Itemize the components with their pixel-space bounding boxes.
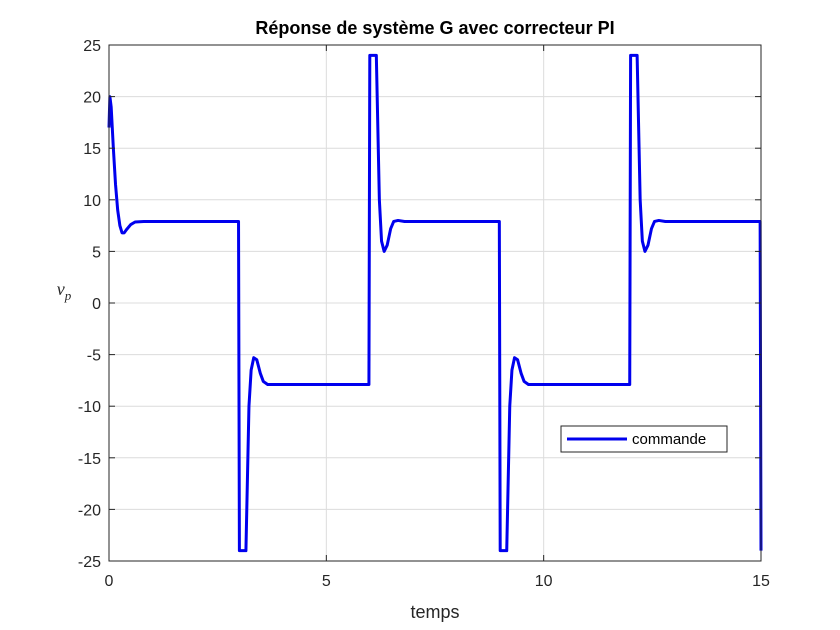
series-line-commande bbox=[107, 53, 763, 553]
legend: commande bbox=[560, 425, 728, 453]
y-tick-label: -15 bbox=[78, 451, 101, 468]
y-axis-label-main: v bbox=[57, 279, 65, 299]
series-layer bbox=[107, 53, 763, 553]
x-tick-label: 0 bbox=[105, 573, 114, 590]
x-axis-label: temps bbox=[410, 602, 459, 622]
x-tick-label: 15 bbox=[752, 573, 770, 590]
y-tick-label: 5 bbox=[92, 244, 101, 261]
y-tick-label: -5 bbox=[87, 348, 101, 365]
y-axis-label: vp bbox=[57, 279, 72, 303]
x-tick-label: 5 bbox=[322, 573, 331, 590]
legend-label-commande: commande bbox=[632, 431, 706, 448]
y-tick-label: -25 bbox=[78, 554, 101, 571]
chart-title: Réponse de système G avec correcteur PI bbox=[255, 18, 614, 38]
y-axis-label-subscript: p bbox=[64, 288, 72, 303]
y-tick-label: -20 bbox=[78, 502, 101, 519]
y-tick-label: 20 bbox=[83, 90, 101, 107]
y-tick-label: 25 bbox=[83, 38, 101, 55]
y-tick-label: -10 bbox=[78, 399, 101, 416]
y-tick-label: 15 bbox=[83, 141, 101, 158]
ticks: 0 5 10 15 -25 -20 -15 -10 -5 0 5 10 15 20 25 bbox=[78, 38, 770, 590]
y-tick-label: 10 bbox=[83, 193, 101, 210]
x-tick-label: 10 bbox=[535, 573, 553, 590]
y-tick-label: 0 bbox=[92, 296, 101, 313]
